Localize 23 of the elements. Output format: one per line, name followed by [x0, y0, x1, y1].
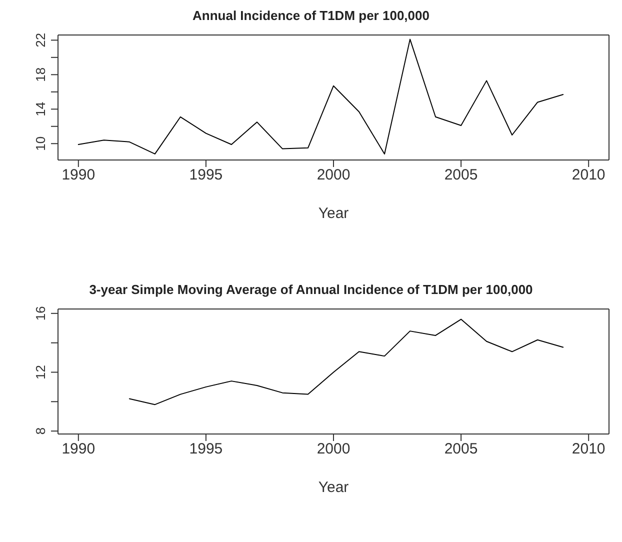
y-tick-label: 8: [33, 427, 48, 435]
x-tick-label: 1990: [62, 440, 96, 458]
x-tick-label: 1995: [189, 166, 223, 184]
y-tick-label: 16: [33, 306, 48, 321]
chart-title: 3-year Simple Moving Average of Annual Incidence of T1DM per 100,000: [88, 282, 534, 299]
chart-title: Annual Incidence of T1DM per 100,000: [192, 8, 430, 25]
y-tick-label: 12: [33, 365, 48, 380]
y-tick-label: 22: [33, 32, 48, 48]
x-tick-label: 1995: [189, 440, 223, 458]
y-tick-label: 10: [33, 136, 48, 151]
y-tick-label: 14: [33, 102, 48, 116]
line-series: [128, 318, 564, 406]
x-tick-label: 2010: [572, 440, 606, 458]
x-tick-label: 2010: [572, 166, 606, 184]
x-tick-label: 2000: [316, 440, 350, 458]
x-tick-label: 2005: [444, 166, 478, 184]
y-tick-label: 18: [33, 67, 48, 82]
x-tick-label: 2005: [444, 440, 478, 458]
x-axis-title: Year: [318, 205, 349, 222]
x-tick-label: 2000: [316, 166, 350, 184]
x-tick-label: 1990: [62, 166, 96, 184]
x-axis-title: Year: [318, 479, 349, 496]
line-series: [78, 38, 564, 154]
